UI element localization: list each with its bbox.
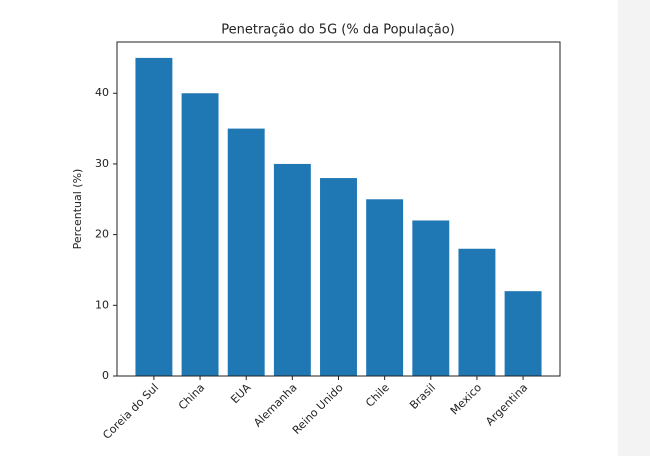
plot-frame xyxy=(116,41,561,377)
y-tick-label: 0 xyxy=(102,369,109,382)
bar xyxy=(504,291,542,376)
y-tick-label: 40 xyxy=(95,86,109,99)
chart-title: Penetração do 5G (% da População) xyxy=(221,23,454,38)
y-tick-label: 30 xyxy=(95,157,109,170)
bar xyxy=(366,199,404,376)
y-tick-label: 20 xyxy=(95,228,109,241)
bar xyxy=(181,93,219,376)
bar xyxy=(458,248,496,376)
bar xyxy=(412,220,450,376)
side-margin xyxy=(618,0,650,456)
y-axis-label: Percentual (%) xyxy=(71,169,84,250)
bar xyxy=(320,178,357,376)
bar xyxy=(135,57,173,377)
bar xyxy=(273,163,311,376)
y-tick-label: 10 xyxy=(95,298,109,311)
bar xyxy=(227,128,265,376)
